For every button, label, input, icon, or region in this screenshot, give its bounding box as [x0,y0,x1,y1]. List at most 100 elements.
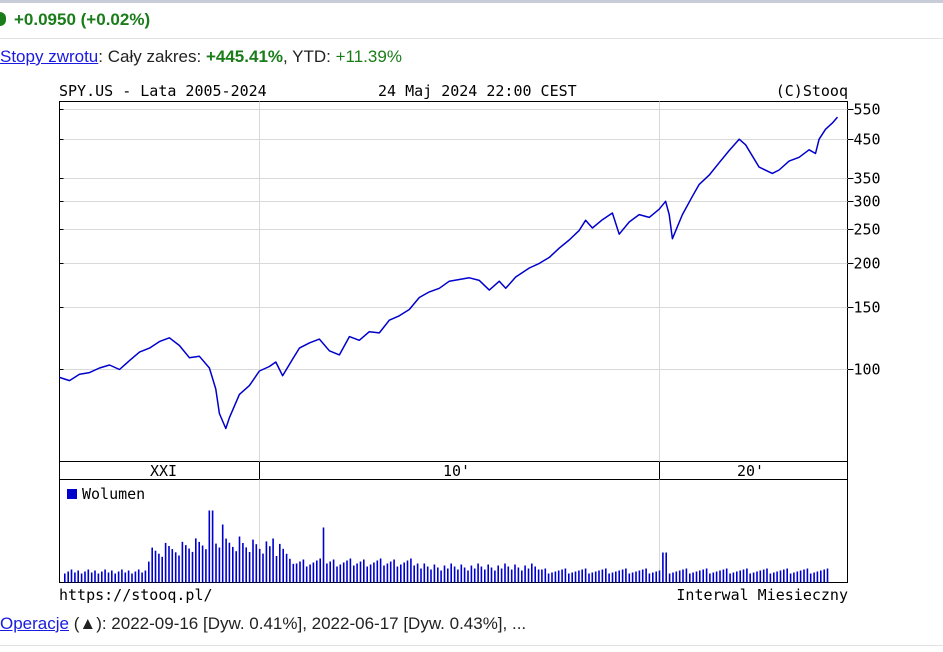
volume-bar [437,567,439,583]
volume-bar [705,568,708,583]
volume-bar [430,569,432,583]
volume-legend-label: Wolumen [82,485,145,503]
volume-bar [762,569,765,583]
volume-bar [134,571,137,583]
volume-bar [235,551,237,583]
volume-bar [312,562,315,583]
chart-header-right: (C)Stooq [775,82,848,100]
volume-bar [174,552,177,583]
volume-bar [181,541,184,583]
volume-bar [191,551,194,583]
volume-bar [416,563,419,583]
volume-bar [591,572,594,583]
volume-bar [773,572,775,583]
volume-bar [783,569,785,583]
volume-bar [127,570,130,583]
volume-bar [689,573,691,583]
ytd-label: , YTD: [283,47,336,66]
volume-bar [736,571,738,583]
operations-row: Operacje (▲): 2022-09-16 [Dyw. 0.41%], 2… [0,614,526,634]
chart-header-center: 24 Maj 2024 22:00 CEST [378,82,577,100]
volume-bar [722,569,725,583]
volume-bar [712,572,715,583]
volume-bar [221,524,224,583]
volume-bar [339,564,342,583]
volume-bar [289,558,291,583]
volume-bar [386,563,389,583]
volume-bar [652,572,654,583]
volume-bar [252,539,254,583]
volume-bar [658,570,661,583]
volume-bar [232,546,234,583]
volume-bar [450,563,452,583]
volume-bar [265,541,268,583]
volume-bar [275,556,278,583]
volume-bar [641,569,644,583]
volume-bar [77,570,79,583]
volume-bar [752,572,755,583]
volume-bar [161,556,163,583]
volume-bar [168,546,170,583]
volume-bar [457,569,459,583]
volume-bar [709,573,711,583]
volume-bar [201,545,204,583]
volume-bar [245,547,247,583]
volume-bar [70,569,73,583]
returns-link[interactable]: Stopy zwrotu [0,47,99,66]
volume-bar [305,566,308,583]
volume-bar [141,572,143,583]
volume-bar [594,571,597,583]
volume-bar [507,566,510,583]
volume-bar [84,571,86,583]
volume-bar [255,544,258,583]
volume-bar [282,548,284,583]
volume-bar [447,568,449,583]
volume-bar [87,569,90,583]
volume-bar [776,571,778,583]
volume-bar [97,573,100,583]
volume-bar [248,552,251,583]
top-border [0,0,943,3]
chart-footer-right: Interwal Miesieczny [676,586,848,604]
volume-bar [376,560,379,583]
volume-bar [490,567,493,583]
volume-bar [215,543,217,583]
y-tick-label: 550 [854,101,881,119]
volume-bar [131,573,133,583]
volume-bar [615,571,617,583]
volume-bar [90,572,93,583]
volume-bar [645,568,647,583]
volume-bar [400,564,402,583]
volume-bar [621,569,624,583]
volume-bar [611,572,614,583]
volume-bar [64,573,66,583]
volume-bar [467,570,469,583]
volume-bar [500,568,503,583]
volume-bar [389,561,392,583]
volume-bar [258,548,261,583]
volume-bar [561,569,563,583]
volume-bar [80,573,83,583]
volume-bar [363,559,365,583]
volume-bar [766,568,768,583]
volume-bar [702,569,704,583]
volume-bar [242,543,244,583]
volume-bar [514,564,516,583]
volume-bar [581,569,583,583]
volume-bar [568,573,570,583]
volume-bar [480,566,483,583]
volume-bar [148,561,150,583]
volume-bar [732,572,735,583]
range-label: : Cały zakres: [98,47,206,66]
volume-bar [117,571,120,583]
volume-bar [413,565,415,583]
x-tick-label: 20' [737,462,764,480]
operations-link[interactable]: Operacje [0,614,69,633]
volume-bar [662,552,664,583]
volume-bar [379,558,382,583]
volume-bar [672,572,674,583]
volume-bar [746,568,748,583]
price-line [59,116,839,430]
volume-bar [453,566,456,583]
volume-bar [796,571,799,583]
